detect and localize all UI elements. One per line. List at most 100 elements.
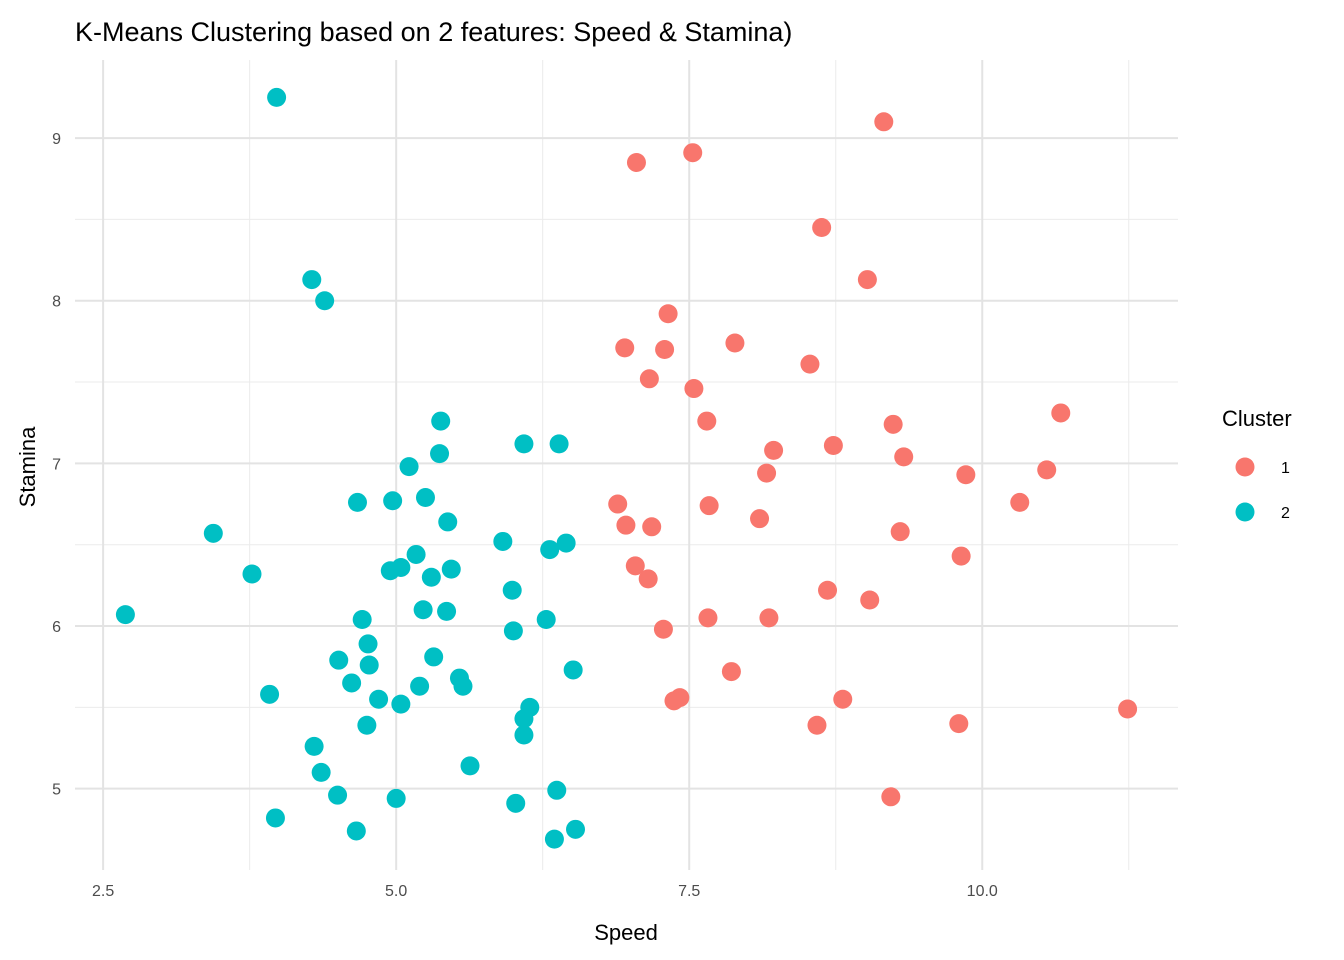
point-cluster-2 bbox=[399, 457, 419, 477]
grid bbox=[75, 60, 1178, 870]
point-cluster-1 bbox=[655, 340, 675, 360]
point-cluster-1 bbox=[725, 333, 745, 353]
point-cluster-2 bbox=[493, 531, 513, 551]
point-cluster-2 bbox=[421, 567, 441, 587]
point-cluster-1 bbox=[881, 787, 901, 807]
data-points bbox=[115, 87, 1138, 849]
point-cluster-2 bbox=[503, 621, 523, 641]
y-axis-label: Stamina bbox=[15, 426, 40, 507]
point-cluster-2 bbox=[437, 601, 457, 621]
point-cluster-1 bbox=[857, 270, 877, 290]
point-cluster-1 bbox=[615, 338, 635, 358]
point-cluster-1 bbox=[949, 714, 969, 734]
point-cluster-2 bbox=[563, 660, 583, 680]
point-cluster-1 bbox=[698, 608, 718, 628]
point-cluster-1 bbox=[684, 379, 704, 399]
point-cluster-1 bbox=[658, 304, 678, 324]
point-cluster-1 bbox=[608, 494, 628, 514]
point-cluster-2 bbox=[549, 434, 569, 454]
point-cluster-2 bbox=[415, 488, 435, 508]
y-tick-label: 6 bbox=[52, 619, 61, 636]
chart-title: K-Means Clustering based on 2 features: … bbox=[75, 17, 792, 47]
point-cluster-1 bbox=[823, 435, 843, 455]
point-cluster-2 bbox=[391, 557, 411, 577]
point-cluster-1 bbox=[812, 218, 832, 238]
x-tick-label: 5.0 bbox=[385, 883, 407, 900]
point-cluster-2 bbox=[346, 821, 366, 841]
point-cluster-2 bbox=[358, 634, 378, 654]
point-cluster-2 bbox=[357, 715, 377, 735]
point-cluster-1 bbox=[721, 662, 741, 682]
point-cluster-1 bbox=[764, 440, 784, 460]
point-cluster-2 bbox=[547, 780, 567, 800]
legend-key-2 bbox=[1235, 502, 1255, 522]
point-cluster-1 bbox=[1051, 403, 1071, 423]
point-cluster-1 bbox=[664, 691, 684, 711]
point-cluster-2 bbox=[514, 709, 534, 729]
point-cluster-2 bbox=[453, 676, 473, 696]
point-cluster-1 bbox=[894, 447, 914, 467]
point-cluster-2 bbox=[406, 544, 426, 564]
point-cluster-1 bbox=[750, 509, 770, 529]
point-cluster-2 bbox=[430, 444, 450, 464]
point-cluster-1 bbox=[874, 112, 894, 132]
point-cluster-2 bbox=[460, 756, 480, 776]
x-tick-label: 10.0 bbox=[967, 883, 998, 900]
point-cluster-1 bbox=[683, 143, 703, 163]
point-cluster-1 bbox=[956, 465, 976, 485]
point-cluster-2 bbox=[540, 540, 560, 560]
point-cluster-2 bbox=[242, 564, 262, 584]
point-cluster-2 bbox=[260, 684, 280, 704]
point-cluster-2 bbox=[115, 605, 135, 625]
point-cluster-1 bbox=[1037, 460, 1057, 480]
point-cluster-1 bbox=[860, 590, 880, 610]
point-cluster-2 bbox=[556, 533, 576, 553]
point-cluster-1 bbox=[1010, 492, 1030, 512]
point-cluster-1 bbox=[1118, 699, 1138, 719]
point-cluster-2 bbox=[410, 676, 430, 696]
x-tick-label: 7.5 bbox=[678, 883, 700, 900]
point-cluster-2 bbox=[328, 785, 348, 805]
legend-title: Cluster bbox=[1222, 406, 1292, 431]
point-cluster-1 bbox=[699, 496, 719, 516]
y-tick-label: 8 bbox=[52, 294, 61, 311]
point-cluster-1 bbox=[759, 608, 779, 628]
point-cluster-1 bbox=[807, 715, 827, 735]
point-cluster-1 bbox=[642, 517, 662, 537]
point-cluster-2 bbox=[536, 610, 556, 630]
point-cluster-2 bbox=[413, 600, 433, 620]
point-cluster-2 bbox=[267, 87, 287, 107]
point-cluster-2 bbox=[304, 736, 324, 756]
point-cluster-2 bbox=[514, 434, 534, 454]
point-cluster-2 bbox=[544, 829, 564, 849]
point-cluster-1 bbox=[883, 414, 903, 434]
point-cluster-2 bbox=[342, 673, 362, 693]
point-cluster-1 bbox=[626, 152, 646, 172]
x-axis-label: Speed bbox=[594, 920, 658, 945]
point-cluster-1 bbox=[697, 411, 717, 431]
y-tick-label: 9 bbox=[52, 131, 61, 148]
x-tick-label: 2.5 bbox=[92, 883, 114, 900]
point-cluster-1 bbox=[951, 546, 971, 566]
point-cluster-2 bbox=[431, 411, 451, 431]
point-cluster-2 bbox=[441, 559, 461, 579]
point-cluster-1 bbox=[800, 354, 820, 374]
point-cluster-2 bbox=[438, 512, 458, 532]
point-cluster-2 bbox=[391, 694, 411, 714]
point-cluster-1 bbox=[616, 515, 636, 535]
point-cluster-2 bbox=[315, 291, 335, 311]
point-cluster-2 bbox=[424, 647, 444, 667]
point-cluster-2 bbox=[369, 689, 389, 709]
legend-label: 2 bbox=[1281, 505, 1290, 522]
point-cluster-2 bbox=[203, 523, 223, 543]
point-cluster-2 bbox=[359, 655, 379, 675]
point-cluster-2 bbox=[265, 808, 285, 828]
legend-label: 1 bbox=[1281, 460, 1290, 477]
point-cluster-1 bbox=[653, 619, 673, 639]
point-cluster-2 bbox=[386, 788, 406, 808]
y-axis-ticks: 5 6 7 8 9 bbox=[52, 131, 61, 799]
x-axis-ticks: 2.5 5.0 7.5 10.0 bbox=[92, 883, 998, 900]
point-cluster-1 bbox=[639, 369, 659, 389]
point-cluster-2 bbox=[514, 725, 534, 745]
y-tick-label: 7 bbox=[52, 456, 61, 473]
